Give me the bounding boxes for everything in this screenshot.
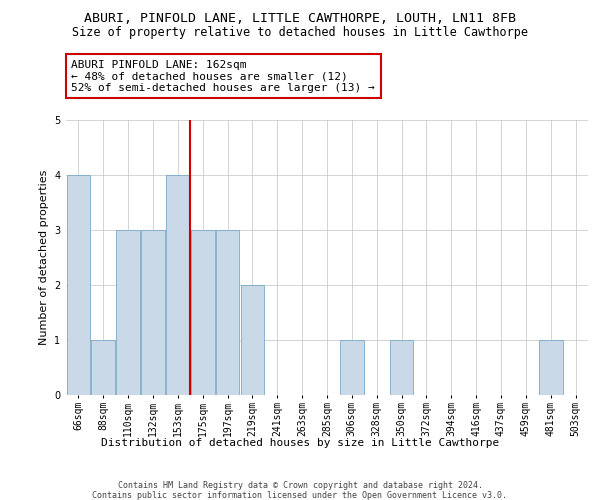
Text: Distribution of detached houses by size in Little Cawthorpe: Distribution of detached houses by size … — [101, 438, 499, 448]
Bar — [191, 230, 215, 395]
Text: Contains HM Land Registry data © Crown copyright and database right 2024.
Contai: Contains HM Land Registry data © Crown c… — [92, 481, 508, 500]
Y-axis label: Number of detached properties: Number of detached properties — [38, 170, 49, 345]
Bar — [166, 175, 190, 395]
Bar — [141, 230, 165, 395]
Text: Size of property relative to detached houses in Little Cawthorpe: Size of property relative to detached ho… — [72, 26, 528, 39]
Text: ABURI PINFOLD LANE: 162sqm
← 48% of detached houses are smaller (12)
52% of semi: ABURI PINFOLD LANE: 162sqm ← 48% of deta… — [71, 60, 375, 92]
Bar — [390, 340, 413, 395]
Text: ABURI, PINFOLD LANE, LITTLE CAWTHORPE, LOUTH, LN11 8FB: ABURI, PINFOLD LANE, LITTLE CAWTHORPE, L… — [84, 12, 516, 26]
Bar — [67, 175, 90, 395]
Bar — [241, 285, 264, 395]
Bar — [539, 340, 563, 395]
Bar — [116, 230, 140, 395]
Bar — [340, 340, 364, 395]
Bar — [91, 340, 115, 395]
Bar — [216, 230, 239, 395]
